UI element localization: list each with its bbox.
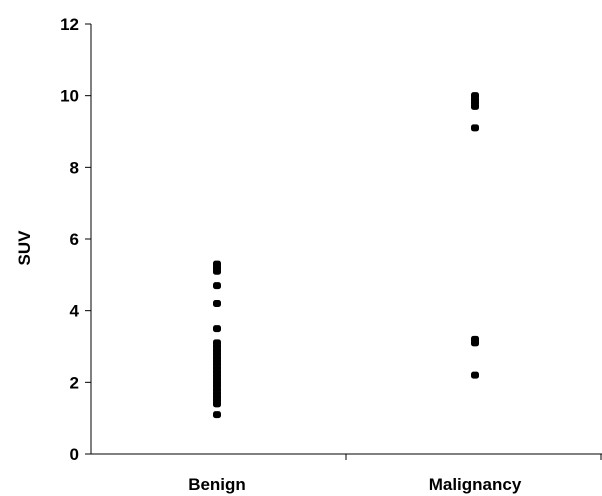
data-point (471, 124, 479, 132)
data-point (213, 400, 221, 408)
y-tick-label: 6 (70, 230, 79, 249)
data-points (213, 92, 479, 419)
y-axis-label: SUV (15, 230, 34, 266)
data-point (471, 102, 479, 110)
data-point (213, 411, 221, 419)
data-point (213, 300, 221, 307)
y-ticks: 0 2 4 6 8 10 12 (60, 15, 91, 464)
y-tick-label: 8 (70, 158, 79, 177)
y-tick-label: 0 (70, 445, 79, 464)
data-point (471, 371, 479, 379)
data-point (213, 282, 221, 290)
y-tick-label: 4 (70, 302, 80, 321)
axes: Benign Malignancy (90, 24, 602, 494)
x-category-label: Malignancy (429, 475, 522, 494)
data-point (213, 267, 221, 275)
y-tick-label: 12 (60, 15, 79, 34)
data-point (471, 339, 479, 347)
x-category-label: Benign (188, 475, 246, 494)
data-point (213, 325, 221, 333)
y-tick-label: 10 (60, 87, 79, 106)
y-tick-label: 2 (70, 373, 79, 392)
